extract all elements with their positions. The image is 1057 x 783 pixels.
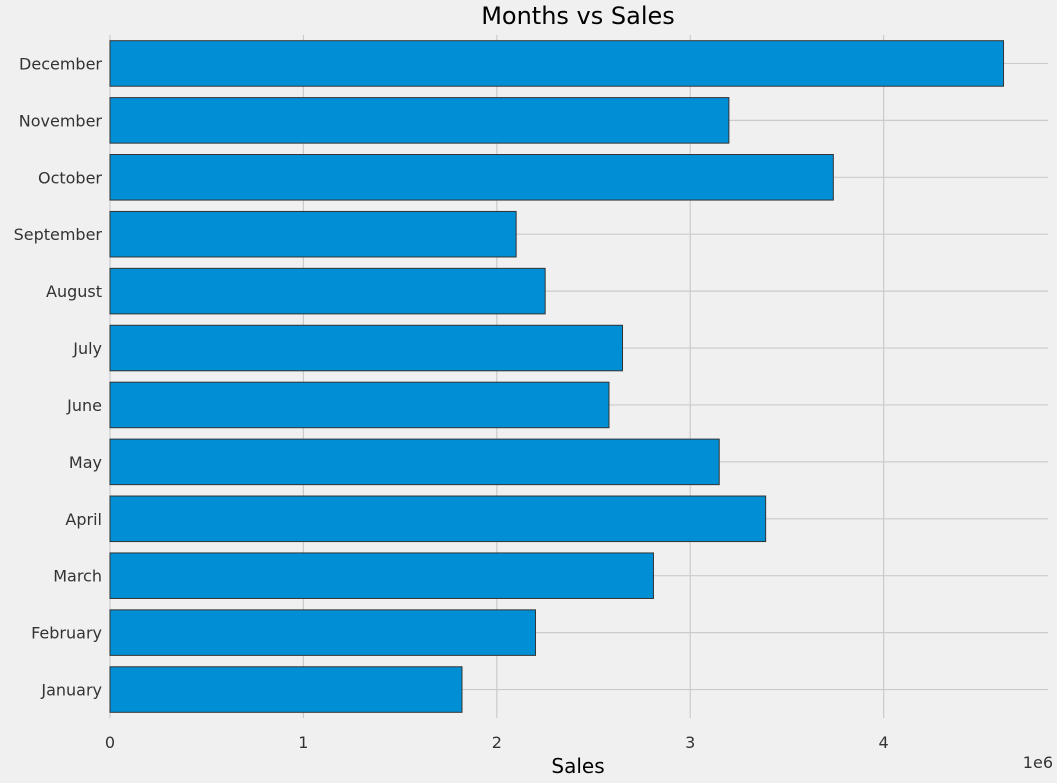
x-axis-label: Sales	[551, 754, 604, 778]
bar-december	[109, 40, 1005, 87]
bar-february	[109, 609, 536, 656]
bar-march	[109, 552, 654, 599]
y-tick-label: October	[38, 168, 102, 187]
chart-title: Months vs Sales	[481, 2, 675, 30]
y-tick-label: September	[14, 225, 103, 244]
y-tick-label: July	[72, 339, 102, 358]
bar-september	[109, 210, 517, 258]
bar-may	[109, 438, 720, 486]
y-tick-label: November	[19, 111, 103, 130]
x-tick-labels: 0 1 2 3 4	[105, 733, 889, 752]
x-tick-label: 2	[492, 733, 502, 752]
bar-october	[109, 154, 834, 201]
y-tick-label: August	[46, 282, 102, 301]
bar-layer	[109, 40, 1005, 713]
y-tick-label: January	[40, 681, 102, 700]
bar-april	[109, 495, 767, 543]
y-tick-label: February	[31, 624, 102, 643]
bar-june	[109, 381, 610, 429]
bar-november	[109, 97, 730, 144]
bar-january	[109, 666, 463, 713]
y-tick-label: March	[53, 567, 102, 586]
y-tick-label: June	[66, 396, 102, 415]
y-tick-label: December	[19, 54, 102, 73]
x-tick-label: 0	[105, 733, 115, 752]
y-tick-label: May	[69, 453, 102, 472]
x-tick-label: 1	[298, 733, 308, 752]
x-tick-label: 4	[879, 733, 889, 752]
x-axis-offset-label: 1e6	[1023, 753, 1053, 772]
bar-july	[109, 324, 624, 372]
y-tick-labels: January February March April May June July Augu…	[14, 54, 103, 699]
x-tick-label: 3	[685, 733, 695, 752]
y-tick-label: April	[65, 510, 102, 529]
bar-august	[109, 267, 546, 315]
